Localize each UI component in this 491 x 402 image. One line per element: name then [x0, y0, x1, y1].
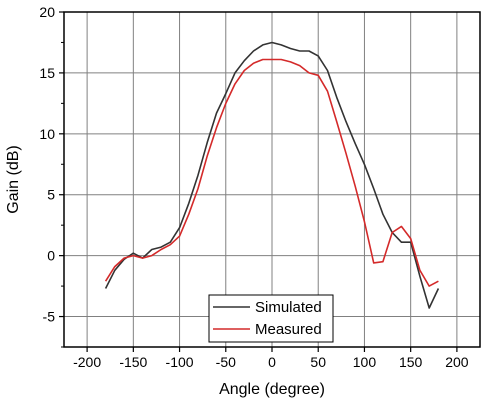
- y-tick-label: 5: [47, 187, 55, 203]
- legend-box: [208, 294, 334, 343]
- y-axis-title: Gain (dB): [5, 145, 22, 213]
- x-tick-label: -50: [216, 354, 236, 370]
- y-tick-label: 20: [39, 4, 55, 20]
- series-line-simulated: [104, 41, 440, 309]
- series-line-measured: [104, 58, 439, 287]
- y-tick-label: 10: [39, 126, 55, 142]
- x-tick-label: 50: [310, 354, 326, 370]
- y-tick-label: 15: [39, 65, 55, 81]
- x-tick-label: -100: [166, 354, 194, 370]
- x-tick-label: 150: [399, 354, 423, 370]
- y-tick-label: 0: [47, 248, 55, 264]
- legend-label-simulated: Simulated: [255, 299, 322, 316]
- x-tick-label: 0: [268, 354, 276, 370]
- legend-label-measured: Measured: [255, 321, 322, 338]
- x-tick-label: 100: [353, 354, 377, 370]
- x-tick-label: 200: [445, 354, 469, 370]
- y-tick-label: -5: [43, 309, 56, 325]
- x-axis-title: Angle (degree): [219, 381, 325, 398]
- x-tick-label: -150: [119, 354, 147, 370]
- series-lines: [104, 41, 440, 309]
- axis-ticks: [59, 11, 458, 352]
- x-tick-label: -200: [73, 354, 101, 370]
- legend: Simulated Measured: [208, 294, 334, 343]
